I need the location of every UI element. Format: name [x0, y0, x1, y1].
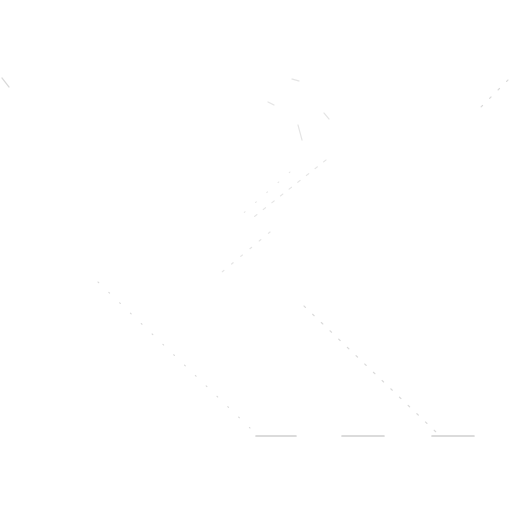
center-diagonal-upper: [249, 159, 327, 221]
right-long-diagonal: [303, 305, 437, 433]
center-diagonal-lower: [221, 231, 271, 273]
upper-right-diagonal: [477, 79, 509, 111]
top-center-mark-3: [323, 112, 330, 120]
top-center-mark-1: [291, 78, 300, 82]
top-center-mark-4: [297, 124, 303, 141]
upper-left-edge-mark: [1, 77, 10, 88]
top-center-mark-2: [267, 101, 275, 106]
left-long-diagonal: [97, 281, 251, 429]
